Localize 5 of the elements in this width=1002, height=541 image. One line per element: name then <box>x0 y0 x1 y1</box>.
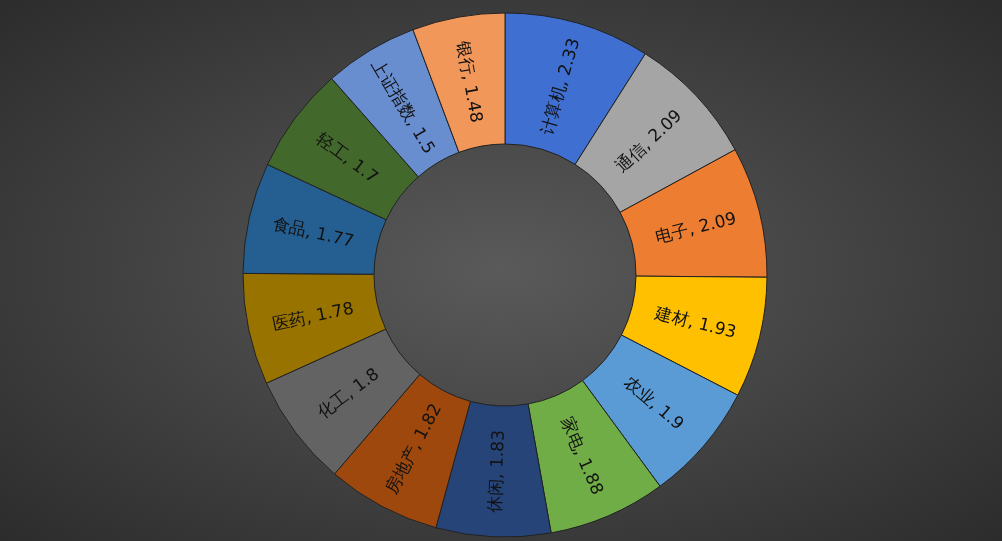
slice-label: 医药 <box>270 307 308 335</box>
data-label: , 2.33 <box>550 35 584 88</box>
slice-label: 休闲 <box>484 478 506 514</box>
slice-label: 银行 <box>452 38 479 77</box>
data-label: , 1.83 <box>485 429 509 480</box>
